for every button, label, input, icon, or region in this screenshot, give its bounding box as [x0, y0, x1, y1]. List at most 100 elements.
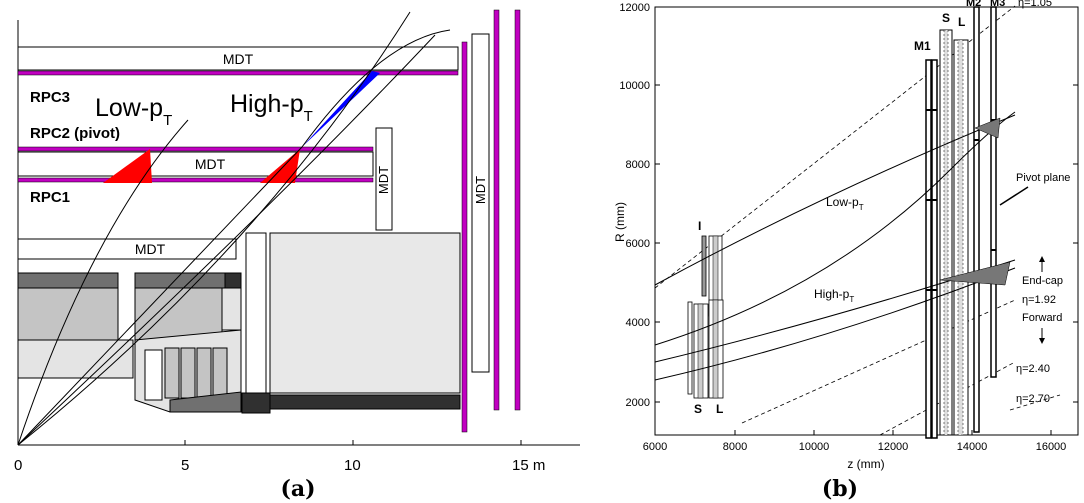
station-label-inner-l: L [716, 402, 723, 416]
high-pt-cone-high [302, 71, 380, 147]
station-label-m3: M3 [990, 0, 1005, 9]
track-high-pt [17, 11, 411, 446]
station-l-mdt [953, 39, 969, 436]
rpc1-label: RPC1 [30, 189, 70, 206]
endcap-block [241, 392, 271, 414]
station-label-i: I [698, 219, 701, 233]
y-tick-label: 10000 [619, 80, 650, 92]
axis-a-tick-label: 15 m [512, 457, 545, 474]
x-tick-label: 8000 [723, 441, 747, 453]
high-pt-label-b: High-pT [814, 287, 854, 304]
panel-a: 0 5 10 15 m MDT RPC3 RPC2 (pivot) MDT RP… [14, 9, 580, 502]
rpc1-strip [17, 177, 374, 183]
station-label-m1: M1 [914, 39, 931, 53]
axis-a-tick-label: 0 [14, 457, 22, 474]
track-high-pt [17, 34, 436, 446]
endcap-block [269, 232, 461, 394]
station-label-m2: M2 [966, 0, 981, 9]
mdt-label-lower: MDT [135, 241, 166, 257]
mdt-chamber-vertical-inner [375, 127, 393, 231]
x-axis-label: z (mm) [847, 457, 884, 471]
eta-label-2.70: η=2.70 [1016, 393, 1050, 405]
rpc3-strip [17, 70, 459, 76]
axis-a-tick-label: 10 [344, 457, 361, 474]
mdt-label-middle: MDT [195, 156, 226, 172]
rpc3-label: RPC3 [30, 89, 70, 106]
station-s-mdt [939, 29, 953, 436]
mdt-label-top: MDT [223, 51, 254, 67]
forward-arrow-head [1039, 338, 1045, 344]
calorimeter-block [169, 391, 242, 413]
track-high-pt-lower [654, 267, 1016, 381]
eta-label-1.92: η=1.92 [1022, 294, 1056, 306]
eta-label-2.40: η=2.40 [1016, 363, 1050, 375]
y-tick-label: 12000 [619, 2, 650, 14]
y-tick-label: 6000 [626, 238, 650, 250]
high-pt-label: High-pT [230, 90, 313, 125]
mdt-chamber-top [17, 46, 459, 71]
forward-label: Forward [1022, 312, 1062, 324]
plot-frame [654, 6, 1079, 436]
station-label-s: S [942, 11, 950, 25]
station-inner-i [701, 235, 707, 297]
station-inner-s [687, 301, 693, 395]
rpc2-strip [17, 146, 374, 152]
eta-label-1.05: η=1.05 [1018, 0, 1052, 9]
rpc-vertical-strip [514, 9, 521, 411]
calorimeter-block [17, 339, 134, 379]
high-pt-cone-low [260, 149, 300, 183]
calorimeter-block [180, 347, 196, 399]
x-tick-label: 12000 [878, 441, 909, 453]
mdt-chamber-vertical-outer [471, 33, 490, 373]
station-label-l: L [958, 15, 965, 29]
mdt-label-vertical-inner: MDT [376, 166, 391, 194]
endcap-block [269, 394, 461, 410]
y-axis-label: R (mm) [613, 202, 627, 242]
high-pt-cone-b [939, 261, 1011, 286]
endcap-arrow-head [1039, 256, 1045, 262]
x-tick-label: 16000 [1036, 441, 1067, 453]
calorimeter-block [196, 347, 212, 399]
rpc2-label: RPC2 (pivot) [30, 125, 120, 142]
mdt-label-vertical-outer: MDT [473, 176, 488, 204]
calorimeter-block [17, 272, 119, 289]
calorimeter-block [212, 347, 228, 399]
station-m2 [973, 6, 980, 433]
axis-a-tick-label: 5 [181, 457, 189, 474]
eta-line-1.92 [741, 299, 1016, 424]
y-tick-label: 4000 [626, 317, 650, 329]
endcap-block [245, 232, 267, 394]
low-pt-cone [103, 149, 152, 183]
calorimeter-block [17, 287, 119, 341]
track-low-pt-upper [654, 114, 1016, 286]
mdt-chamber-lower [17, 238, 237, 260]
panel-b: 6000 8000 10000 12000 14000 16000 2000 4… [613, 0, 1079, 502]
pivot-plane-arrow [999, 186, 1029, 206]
calorimeter-block [164, 347, 180, 399]
plot-ticks [654, 6, 1078, 435]
track-low-pt [17, 119, 189, 446]
pivot-plane-label: Pivot plane [1016, 172, 1070, 184]
low-pt-label-b: Low-pT [826, 195, 864, 212]
track-high-pt [17, 29, 451, 446]
rpc-vertical-strip [493, 9, 500, 411]
station-m1 [925, 59, 938, 439]
eta-line-2.70 [1009, 394, 1061, 411]
mdt-chamber-middle [17, 151, 374, 177]
station-label-inner-s: S [694, 402, 702, 416]
station-m3 [990, 6, 997, 378]
x-tick-label: 14000 [957, 441, 988, 453]
y-tick-label: 8000 [626, 159, 650, 171]
panel-b-caption: (b) [822, 476, 858, 502]
low-pt-label: Low-pT [95, 94, 172, 129]
y-tick-label: 2000 [626, 397, 650, 409]
endcap-label: End-cap [1022, 275, 1063, 287]
low-pt-cone-b [974, 117, 1001, 139]
calorimeter-block [221, 287, 242, 331]
x-tick-label: 10000 [799, 441, 830, 453]
station-inner-l [712, 299, 719, 399]
calorimeter-block [144, 349, 163, 401]
x-tick-label: 6000 [643, 441, 667, 453]
rpc-vertical-strip [461, 41, 468, 433]
